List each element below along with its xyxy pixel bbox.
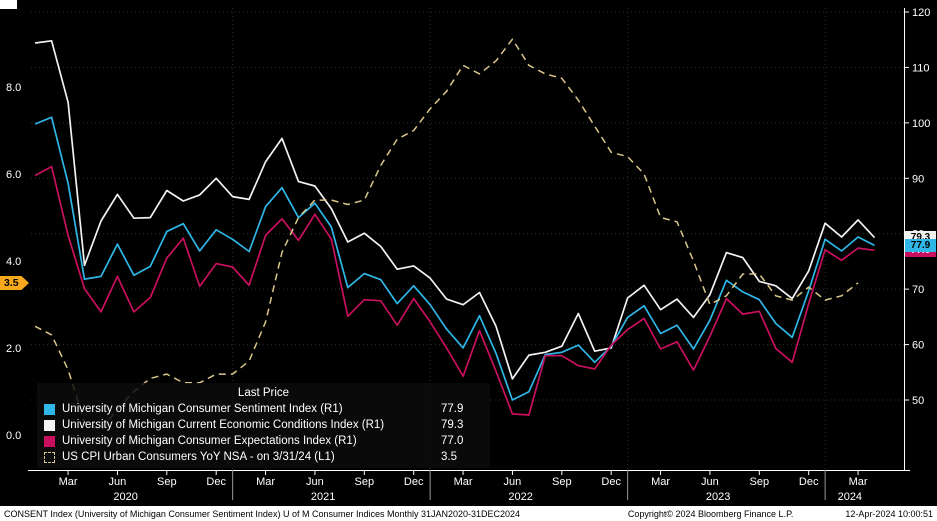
- x-axis-month-label: Sep: [157, 476, 177, 488]
- status-bar: CONSENT Index (University of Michigan Co…: [0, 506, 937, 521]
- x-axis-month-label: Jun: [701, 476, 719, 488]
- left-axis-tick-label: 0.0: [6, 430, 21, 442]
- copyright-text: Copyright© 2024 Bloomberg Finance L.P.: [627, 508, 794, 519]
- x-axis-year-label: 2020: [113, 491, 137, 503]
- series-line-sentiment: [34, 116, 875, 401]
- x-axis-month-label: Sep: [750, 476, 770, 488]
- legend-item-label: University of Michigan Current Economic …: [62, 419, 385, 431]
- right-axis-tick-label: 100: [912, 118, 930, 130]
- legend-item-value: 79.3: [441, 419, 464, 431]
- x-axis-year-label: 2023: [706, 491, 730, 503]
- left-axis-tick-label: 2.0: [6, 343, 21, 355]
- legend-item-label: University of Michigan Consumer Expectat…: [62, 435, 357, 447]
- right-axis-tick-label: 60: [912, 340, 924, 352]
- cpi-dashed-line-swatch-icon: [44, 451, 55, 463]
- x-axis-month-label: Dec: [799, 476, 819, 488]
- series-line-expectations: [34, 165, 875, 416]
- last-price-marker-sentiment: 77.9: [905, 239, 936, 252]
- x-axis-month-label: Dec: [404, 476, 424, 488]
- timestamp-text: 12-Apr-2024 10:00:51: [845, 508, 933, 519]
- legend-item-value: 77.9: [441, 403, 464, 415]
- series-line-cpi: [34, 38, 859, 432]
- legend-panel: Last Price University of Michigan Consum…: [37, 383, 490, 468]
- legend-item-value: 3.5: [441, 451, 457, 463]
- legend-item-conditions[interactable]: University of Michigan Current Economic …: [44, 417, 483, 433]
- x-axis-month-label: Dec: [601, 476, 621, 488]
- expectations-swatch-icon: [44, 435, 55, 447]
- legend-item-label: US CPI Urban Consumers YoY NSA - on 3/31…: [62, 451, 335, 463]
- x-axis-month-label: Mar: [454, 476, 473, 488]
- x-axis-month-label: Jun: [306, 476, 324, 488]
- x-axis-year-label: 2021: [311, 491, 335, 503]
- legend-item-value: 77.0: [441, 435, 464, 447]
- legend-item-label: University of Michigan Consumer Sentimen…: [62, 403, 343, 415]
- right-axis-tick-label: 120: [912, 7, 930, 19]
- corner-marker: [0, 0, 17, 9]
- x-axis-year-label: 2022: [508, 491, 532, 503]
- legend-item-expectations[interactable]: University of Michigan Consumer Expectat…: [44, 433, 483, 449]
- x-axis-month-label: Mar: [849, 476, 868, 488]
- x-axis-month-label: Mar: [256, 476, 275, 488]
- right-axis-tick-label: 110: [912, 62, 930, 74]
- x-axis-month-label: Dec: [206, 476, 226, 488]
- chart-description-text: CONSENT Index (University of Michigan Co…: [4, 508, 521, 519]
- right-axis-tick-label: 90: [912, 173, 924, 185]
- legend-item-cpi[interactable]: US CPI Urban Consumers YoY NSA - on 3/31…: [44, 449, 483, 465]
- x-axis-month-label: Sep: [552, 476, 572, 488]
- x-axis-year-label: 2024: [838, 491, 862, 503]
- left-axis-value-marker: 3.5: [0, 276, 29, 290]
- x-axis-month-label: Jun: [109, 476, 127, 488]
- left-axis-tick-label: 6.0: [6, 169, 21, 181]
- x-axis-month-label: Sep: [355, 476, 375, 488]
- x-axis-month-label: Jun: [504, 476, 522, 488]
- conditions-swatch-icon: [44, 419, 55, 431]
- series-line-conditions: [34, 39, 876, 380]
- left-axis-tick-label: 8.0: [6, 82, 21, 94]
- x-axis-month-label: Mar: [59, 476, 78, 488]
- x-axis-month-label: Mar: [651, 476, 670, 488]
- left-axis-tick-label: 4.0: [6, 256, 21, 268]
- legend-item-sentiment[interactable]: University of Michigan Consumer Sentimen…: [44, 401, 483, 417]
- legend-title: Last Price: [237, 387, 290, 399]
- sentiment-swatch-icon: [44, 403, 55, 415]
- right-axis-tick-label: 50: [912, 395, 924, 407]
- right-axis-tick-label: 70: [912, 284, 924, 296]
